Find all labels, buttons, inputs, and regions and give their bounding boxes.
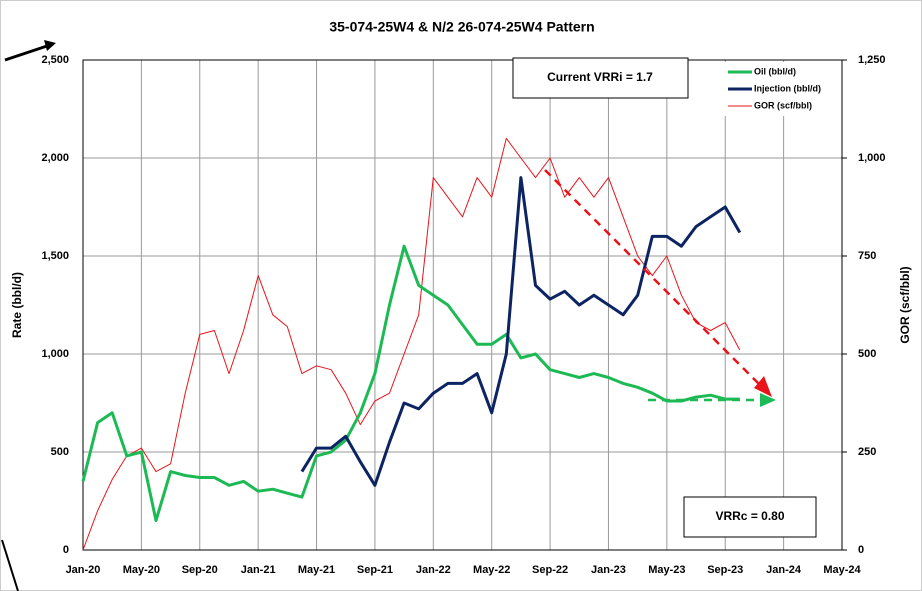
plot-frame bbox=[82, 59, 843, 551]
x-tick-label: Sep-23 bbox=[707, 564, 743, 576]
legend-label: Oil (bbl/d) bbox=[754, 66, 796, 76]
y-tick-label: 1,000 bbox=[41, 348, 69, 360]
y2-tick-label: 500 bbox=[858, 348, 876, 360]
x-tick-label: May-20 bbox=[123, 564, 160, 576]
y2-tick-label: 750 bbox=[858, 250, 876, 262]
y2-tick-label: 1,000 bbox=[858, 152, 886, 164]
y-tick-label: 0 bbox=[63, 544, 69, 556]
x-tick-label: Sep-21 bbox=[357, 564, 393, 576]
pointer-arrow bbox=[4, 43, 51, 62]
y-tick-label: 500 bbox=[51, 446, 69, 458]
y2-tick-label: 1,250 bbox=[858, 54, 886, 66]
legend-label: GOR (scf/bbl) bbox=[754, 100, 812, 110]
annotation: VRRc = 0.80 bbox=[715, 509, 784, 523]
gor-trend-head bbox=[754, 376, 772, 397]
annotation: Current VRRi = 1.7 bbox=[547, 70, 653, 84]
x-tick-label: Jan-22 bbox=[416, 564, 451, 576]
x-tick-label: Sep-20 bbox=[182, 564, 218, 576]
x-tick-label: Jan-20 bbox=[66, 564, 101, 576]
oil-trend-head bbox=[760, 393, 776, 407]
y2-tick-label: 250 bbox=[858, 446, 876, 458]
x-tick-label: May-24 bbox=[823, 564, 861, 576]
x-tick-label: May-22 bbox=[473, 564, 510, 576]
plot-area: 0 500 1,000 1,500 2,000 2,500 0 250 500 750 1,000 1… bbox=[41, 54, 885, 576]
x-tick-label: May-23 bbox=[648, 564, 685, 576]
x-tick-label: Jan-24 bbox=[766, 564, 802, 576]
pointer-arrow-head bbox=[44, 40, 56, 51]
x-tick-label: Sep-22 bbox=[532, 564, 568, 576]
x-tick-label: May-21 bbox=[298, 564, 335, 576]
chart-title: 35-074-25W4 & N/2 26-074-25W4 Pattern bbox=[329, 19, 594, 35]
series-line bbox=[82, 137, 741, 551]
x-tick-label: Jan-21 bbox=[241, 564, 276, 576]
legend-label: Injection (bbl/d) bbox=[754, 83, 821, 93]
legend-entries: Oil (bbl/d) Injection (bbl/d) GOR (scf/bbl… bbox=[728, 66, 821, 110]
pointer-line bbox=[1, 539, 19, 591]
series-line bbox=[81, 244, 740, 523]
y-tick-label: 2,500 bbox=[41, 54, 69, 66]
y2-tick-label: 0 bbox=[858, 544, 864, 556]
annotation-box bbox=[512, 57, 689, 99]
annotation-box bbox=[683, 496, 817, 538]
plot-background bbox=[83, 60, 842, 550]
y-tick-label: 2,000 bbox=[41, 152, 69, 164]
y2-axis-label: GOR (scf/bbl) bbox=[898, 266, 912, 343]
gor-trend bbox=[544, 169, 761, 386]
series-line bbox=[300, 176, 742, 487]
y-tick-label: 1,500 bbox=[41, 250, 69, 262]
y-axis-label: Rate (bbl/d) bbox=[10, 272, 24, 338]
x-tick-label: Jan-23 bbox=[591, 564, 626, 576]
